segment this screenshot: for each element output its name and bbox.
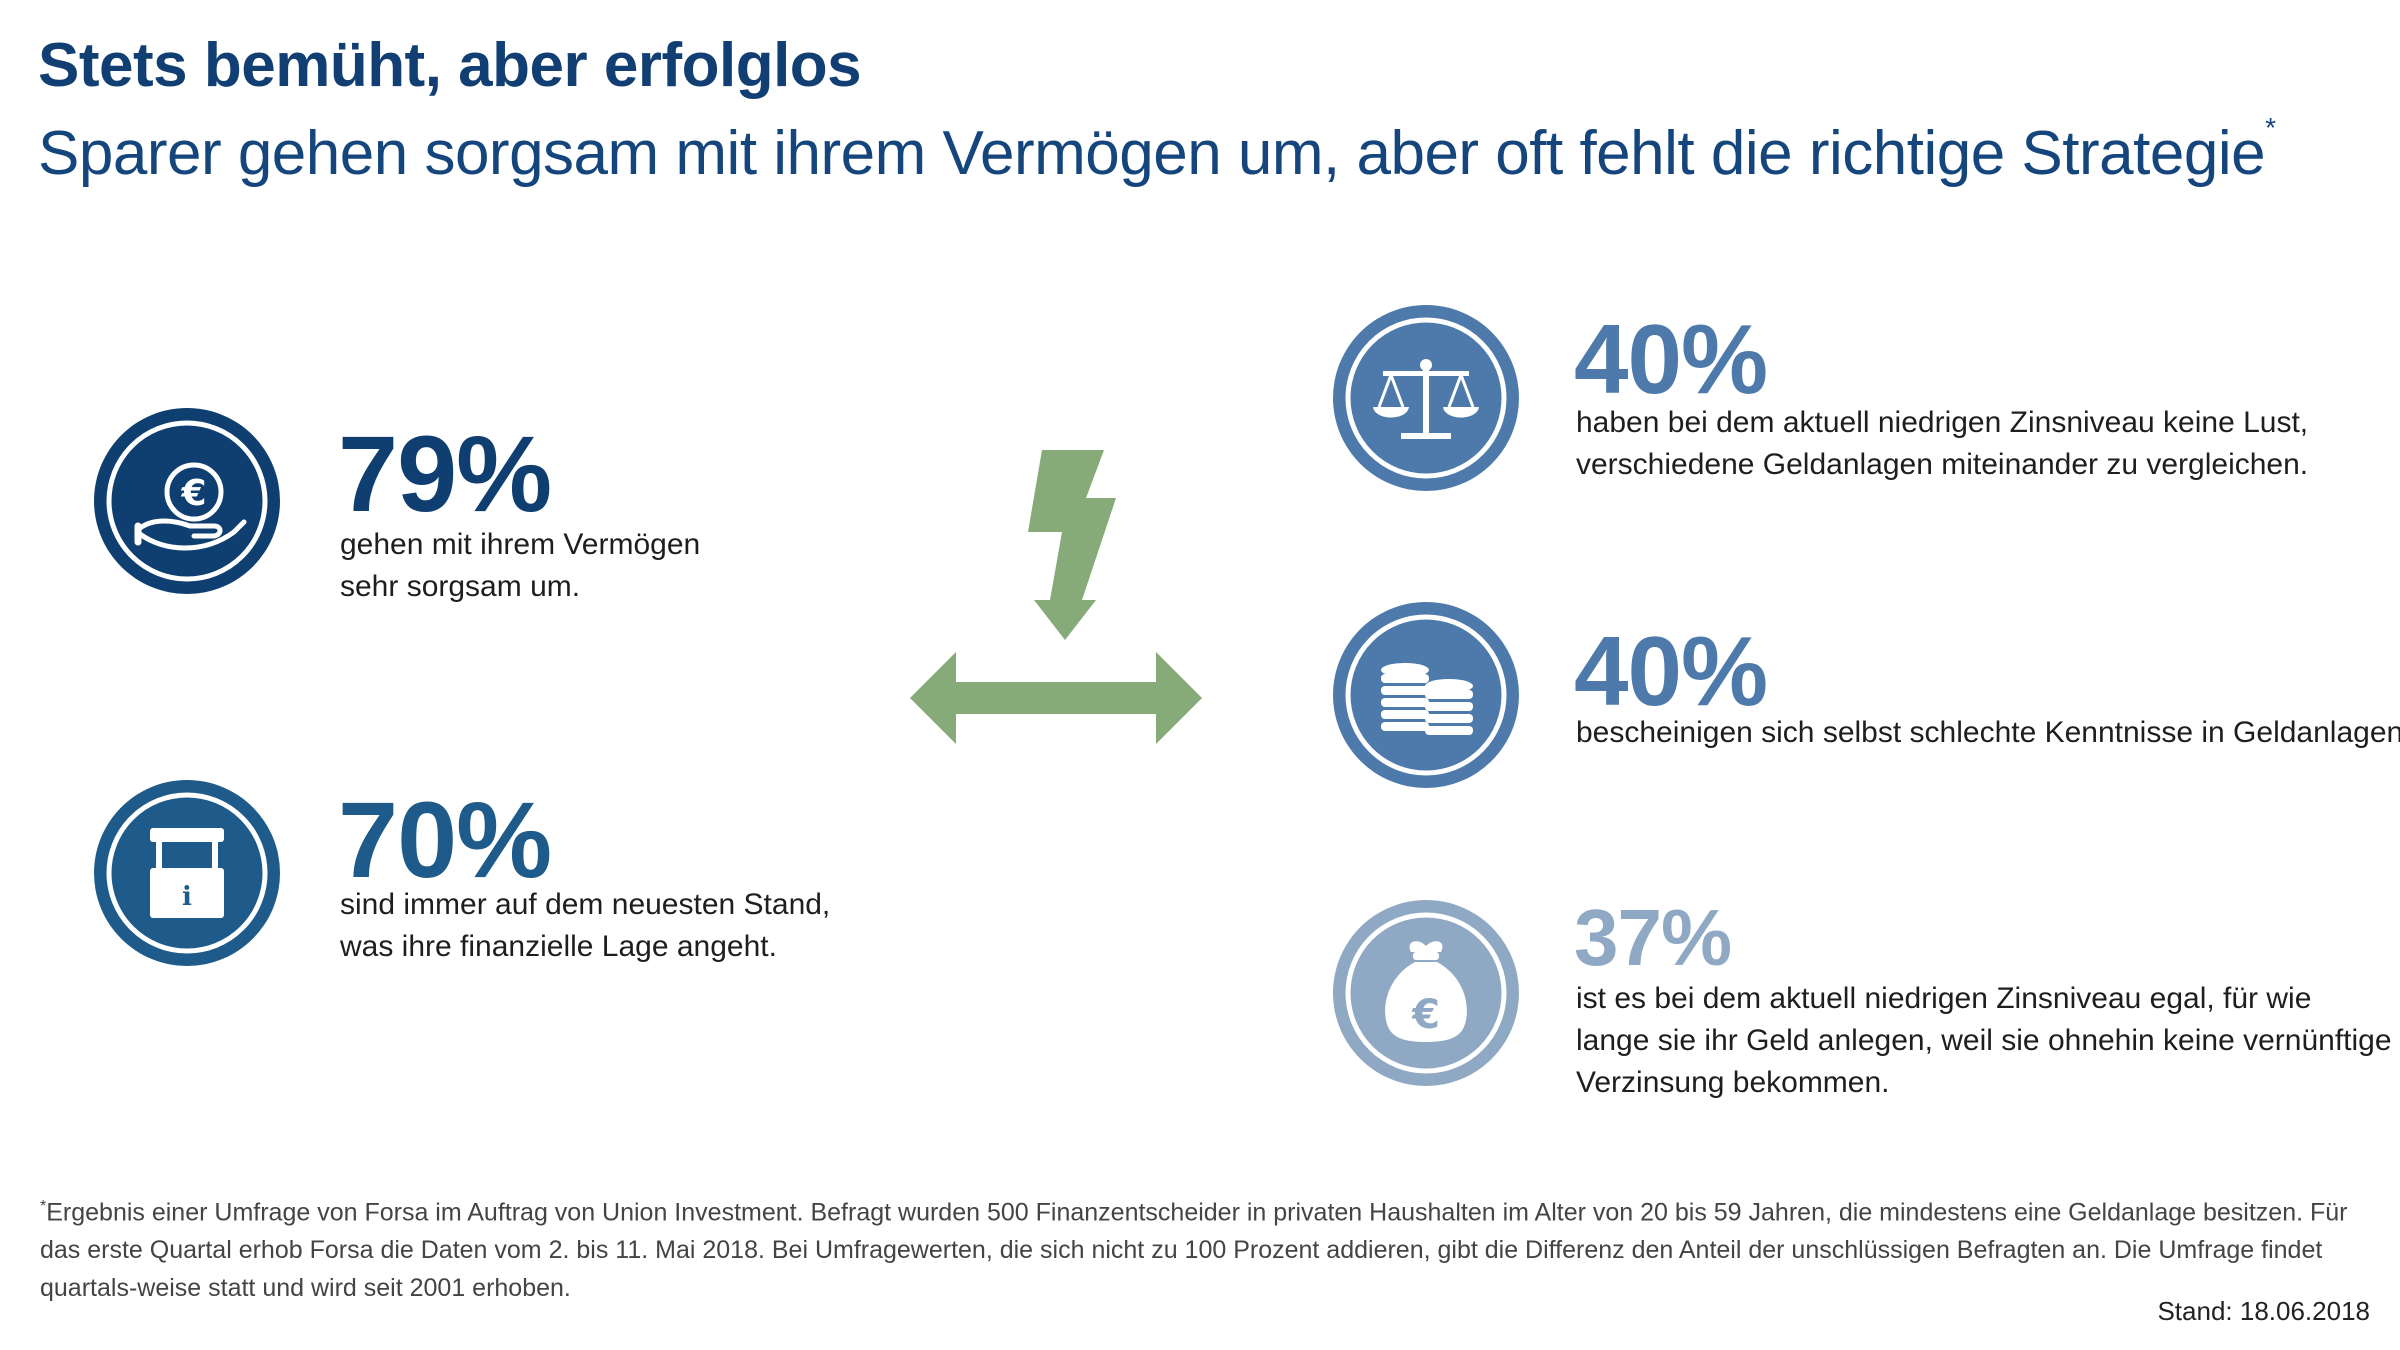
stat-description-line: haben bei dem aktuell niedrigen Zinsnive… [1576,406,2309,439]
stat-description-line: ist es bei dem aktuell niedrigen Zinsniv… [1576,982,2312,1015]
hand-euro-coin-icon: € [94,408,280,594]
coin-stacks-icon [1333,602,1519,788]
stat-percent: 70% [338,779,552,900]
stat-description-line: verschiedene Geldanlagen miteinander zu … [1576,448,2309,481]
info-kiosk-icon: i [94,780,280,966]
stat-percent: 40% [1574,616,1768,726]
stat-description-line: bescheinigen sich selbst schlechte Kennt… [1576,716,2400,749]
footnote-marker: * [40,1198,47,1215]
money-bag-euro-icon: € [1333,900,1519,1086]
stat-description-line: Verzinsung bekommen. [1576,1066,1890,1099]
subtitle-text: Sparer gehen sorgsam mit ihrem Vermögen … [38,119,2266,188]
svg-text:€: € [180,473,206,514]
page-title: Stets bemüht, aber erfolglos [38,31,862,100]
stat-description-line: was ihre finanzielle Lage angeht. [340,930,777,963]
footnote-text: Ergebnis einer Umfrage von Forsa im Auft… [40,1198,2348,1303]
stat-description-line: sehr sorgsam um. [340,570,581,603]
double-arrow-icon [910,652,1202,744]
stat-percent: 40% [1574,304,1768,414]
footnote: *Ergebnis einer Umfrage von Forsa im Auf… [40,1188,2370,1307]
stat-percent: 37% [1574,893,1732,982]
balance-scale-icon [1333,305,1519,491]
lightning-bolt-icon [1010,450,1130,640]
stat-description-line: sind immer auf dem neuesten Stand, [340,888,831,921]
date-stamp: Stand: 18.06.2018 [2157,1296,2370,1326]
stat-percent: 79% [338,413,552,534]
stat-description-line: lange sie ihr Geld anlegen, weil sie ohn… [1576,1024,2392,1057]
stat-description-line: gehen mit ihrem Vermögen [340,528,701,561]
svg-text:i: i [182,882,192,912]
svg-text:€: € [1411,992,1440,1038]
subtitle-footnote-marker: * [2265,112,2276,143]
page-subtitle: Sparer gehen sorgsam mit ihrem Vermögen … [38,112,2276,189]
